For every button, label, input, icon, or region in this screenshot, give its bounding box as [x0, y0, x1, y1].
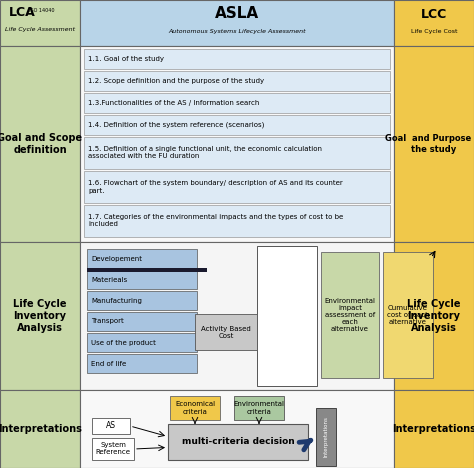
Text: ASLA: ASLA [215, 7, 259, 22]
Bar [383, 252, 433, 378]
Text: 1.2. Scope definition and the purpose of the study: 1.2. Scope definition and the purpose of… [88, 78, 264, 84]
Bar [0, 390, 80, 468]
Text: ISO 14040: ISO 14040 [29, 7, 55, 13]
Text: 1.6. Flowchart of the system boundary/ description of AS and its counter
part.: 1.6. Flowchart of the system boundary/ d… [88, 181, 343, 193]
Bar [84, 49, 390, 69]
Text: multi-criteria decision: multi-criteria decision [182, 438, 294, 446]
Bar [84, 171, 390, 203]
Bar [80, 0, 394, 46]
Bar [234, 396, 284, 420]
Bar [0, 46, 80, 242]
Text: LCA: LCA [9, 7, 36, 20]
Bar [84, 71, 390, 91]
Bar [84, 205, 390, 237]
Bar [92, 438, 134, 460]
Bar [316, 408, 336, 466]
Bar [394, 0, 474, 46]
Text: 1.5. Definition of a single functional unit, the economic calculation
associated: 1.5. Definition of a single functional u… [88, 146, 322, 160]
Text: LCC: LCC [421, 7, 447, 21]
Text: Cumulative
cost of each
alternative: Cumulative cost of each alternative [387, 305, 429, 325]
Text: 1.7. Categories of the environmental impacts and the types of cost to be
include: 1.7. Categories of the environmental imp… [88, 214, 343, 227]
Bar [87, 270, 197, 289]
Text: 1.4. Definition of the system reference (scenarios): 1.4. Definition of the system reference … [88, 122, 264, 128]
Text: System
Reference: System Reference [95, 443, 130, 455]
Bar [195, 314, 257, 350]
Text: Goal  and Purpose of
the study: Goal and Purpose of the study [385, 134, 474, 154]
Bar [0, 0, 80, 46]
Bar [87, 268, 207, 272]
Bar [80, 390, 394, 468]
Bar [84, 93, 390, 113]
Text: Goal and Scope
definition: Goal and Scope definition [0, 133, 82, 155]
Text: Activity Based
Cost: Activity Based Cost [201, 326, 251, 338]
Bar [87, 333, 197, 352]
Bar [84, 115, 390, 135]
Text: AS: AS [106, 422, 116, 431]
Bar [394, 242, 474, 390]
Bar [170, 396, 220, 420]
Text: Life Cycle
Inventory
Analysis: Life Cycle Inventory Analysis [407, 300, 461, 333]
Bar [87, 291, 197, 310]
Text: Materieals: Materieals [91, 277, 127, 283]
Bar [84, 137, 390, 169]
Text: Life Cycle
Inventory
Analysis: Life Cycle Inventory Analysis [13, 300, 67, 333]
Bar [394, 46, 474, 242]
Text: Interpretations: Interpretations [0, 424, 82, 434]
Bar [80, 46, 394, 242]
Text: Transport: Transport [91, 319, 124, 324]
Text: Life Cycle Cost: Life Cycle Cost [411, 29, 457, 35]
Text: Economical
criteria: Economical criteria [175, 402, 215, 415]
Text: Environmental
criteria: Environmental criteria [234, 402, 284, 415]
Bar [92, 418, 130, 434]
Bar [394, 390, 474, 468]
Text: 1.3.Functionalities of the AS / Information search: 1.3.Functionalities of the AS / Informat… [88, 100, 259, 106]
Text: Environmental
impact
assessment of
each
alternative: Environmental impact assessment of each … [325, 298, 375, 332]
Bar [0, 242, 80, 390]
Text: Interpretations: Interpretations [392, 424, 474, 434]
Bar [87, 249, 197, 268]
Text: Developement: Developement [91, 256, 142, 262]
Text: Autonomous Systems Lifecycle Assessment: Autonomous Systems Lifecycle Assessment [168, 29, 306, 35]
Bar [257, 246, 317, 386]
Bar [87, 354, 197, 373]
Text: Life Cycle Assessment: Life Cycle Assessment [5, 28, 75, 32]
Text: Use of the product: Use of the product [91, 339, 156, 345]
Text: Manufacturing: Manufacturing [91, 298, 142, 304]
Bar [87, 312, 197, 331]
Text: 1.1. Goal of the study: 1.1. Goal of the study [88, 56, 164, 62]
Text: Interpretations: Interpretations [323, 417, 328, 457]
Bar [321, 252, 379, 378]
Text: End of life: End of life [91, 360, 126, 366]
Bar [80, 242, 394, 390]
Bar [168, 424, 308, 460]
